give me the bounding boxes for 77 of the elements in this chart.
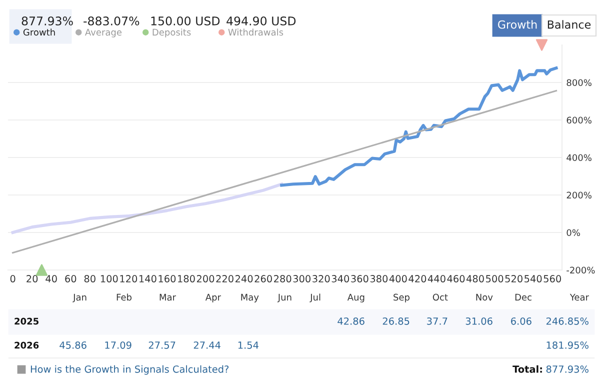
- text: 877.93%: [546, 365, 588, 373]
- category-label: Oct: [432, 294, 448, 301]
- x-tick-label: 480: [466, 275, 484, 282]
- x-tick-label: 400: [389, 275, 407, 282]
- y-tick-label: 600%: [566, 116, 592, 124]
- category-label: Feb: [116, 294, 132, 301]
- category-label: Apr: [205, 294, 221, 302]
- y-tick-label: 800%: [566, 79, 592, 86]
- x-tick-label: 240: [235, 275, 253, 282]
- x-tick-label: 340: [332, 275, 350, 282]
- text: 27.57: [148, 341, 176, 349]
- x-tick-label: 280: [274, 275, 292, 282]
- legend-label: Average: [85, 28, 122, 38]
- x-tick-label: 180: [178, 275, 195, 282]
- text: 37.7: [427, 317, 448, 325]
- text: How is the Growth in Signals Calculated?: [30, 365, 229, 375]
- text: 181.95%: [546, 341, 588, 349]
- x-tick-label: 20: [26, 275, 38, 282]
- x-tick-label: 100: [100, 275, 118, 282]
- x-tick-label: 320: [312, 275, 330, 282]
- x-tick-label: 460: [447, 275, 465, 282]
- line-series: [11, 182, 284, 234]
- text: -883.07%: [84, 16, 140, 26]
- x-tick-label: 140: [139, 275, 156, 282]
- category-label: Dec: [515, 294, 532, 301]
- x-tick-label: 500: [486, 275, 504, 282]
- x-tick-label: 80: [84, 275, 96, 282]
- category-label: Mar: [160, 294, 176, 301]
- text: 42.86: [338, 317, 364, 325]
- x-tick-label: 420: [408, 275, 426, 282]
- x-tick-label: 360: [351, 275, 368, 282]
- x-tick-label: 160: [158, 275, 176, 282]
- line-series: [280, 66, 558, 187]
- y-tick-label: 0%: [566, 229, 580, 236]
- legend-label: Withdrawals: [228, 28, 284, 36]
- text: 6.06: [511, 317, 532, 325]
- x-tick-label: 60: [65, 275, 76, 282]
- category-label: 2025: [14, 318, 38, 325]
- legend-label: Growth: [23, 28, 55, 36]
- text: 27.44: [194, 341, 220, 349]
- text: Total:: [512, 365, 542, 373]
- x-tick-label: 540: [524, 275, 542, 282]
- text: 877.93%: [22, 16, 73, 26]
- category-label: Sep: [394, 294, 410, 302]
- text: 31.06: [466, 317, 492, 325]
- text: 1.54: [238, 342, 258, 349]
- category-label: Year: [570, 294, 589, 301]
- x-tick-label: 560: [544, 275, 561, 282]
- x-tick-label: 440: [428, 275, 446, 282]
- x-tick-label: 260: [254, 275, 272, 282]
- x-tick-label: 40: [46, 275, 57, 282]
- category-label: May: [241, 294, 259, 302]
- category-label: 2026: [14, 342, 39, 349]
- category-label: Nov: [476, 294, 493, 301]
- x-tick-label: 300: [293, 275, 310, 282]
- y-tick-label: -200%: [566, 266, 595, 274]
- x-tick-label: 380: [370, 275, 388, 282]
- text: 494.90 USD: [226, 16, 296, 26]
- category-label: Aug: [347, 294, 364, 302]
- category-label: Jan: [72, 294, 86, 302]
- y-tick-label: 400%: [566, 154, 592, 162]
- text: 150.00 USD: [151, 16, 220, 26]
- y-tick-label: 200%: [566, 192, 592, 199]
- category-label: Jul: [310, 294, 320, 302]
- x-tick-label: 200: [196, 275, 214, 282]
- text: 246.85%: [546, 317, 588, 325]
- text: 26.85: [382, 317, 410, 325]
- text: Growth: [498, 20, 537, 29]
- x-tick-label: 220: [216, 275, 234, 282]
- x-tick-label: 120: [120, 275, 138, 282]
- category-label: Jun: [277, 294, 292, 302]
- text: Balance: [548, 20, 591, 29]
- legend-label: Deposits: [152, 28, 191, 38]
- x-tick-label: 0: [10, 275, 16, 282]
- text: 45.86: [60, 341, 86, 349]
- x-tick-label: 520: [505, 275, 522, 282]
- text: 17.09: [105, 341, 132, 349]
